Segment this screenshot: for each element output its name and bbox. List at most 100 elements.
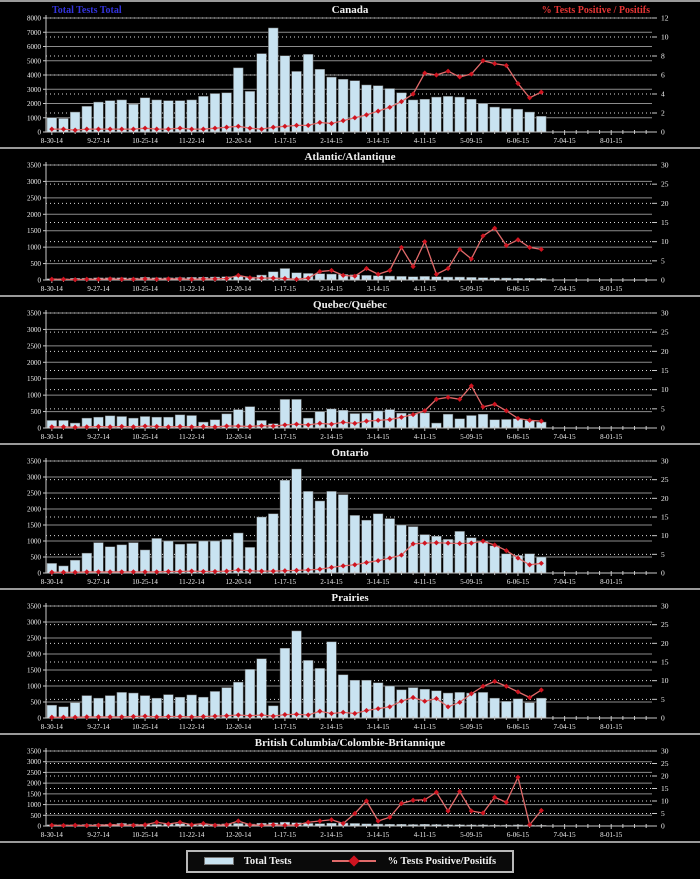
svg-text:3000: 3000	[27, 178, 42, 186]
svg-text:20: 20	[661, 347, 669, 356]
svg-text:0: 0	[661, 569, 665, 578]
chart-panel-quebec: 0 500 1000 1500 2000 2500 3000 3500 0 5 10 15 20 25 30…	[0, 295, 700, 443]
svg-text:25: 25	[661, 328, 669, 337]
svg-text:Atlantic/Atlantique: Atlantic/Atlantique	[304, 151, 395, 163]
diamond-marker-icon	[347, 855, 360, 867]
svg-text:Prairies: Prairies	[331, 592, 369, 604]
svg-text:3-14-15: 3-14-15	[367, 137, 390, 145]
svg-text:7-04-15: 7-04-15	[554, 578, 577, 586]
svg-text:10: 10	[661, 237, 669, 246]
svg-text:2-14-15: 2-14-15	[320, 831, 343, 839]
svg-text:0: 0	[38, 129, 42, 137]
svg-text:11-22-14: 11-22-14	[179, 433, 205, 441]
svg-text:5000: 5000	[27, 57, 42, 65]
svg-text:8-01-15: 8-01-15	[600, 831, 623, 839]
svg-text:500: 500	[31, 260, 42, 268]
svg-text:4-11-15: 4-11-15	[414, 433, 436, 441]
svg-text:1500: 1500	[27, 667, 42, 675]
svg-text:3-14-15: 3-14-15	[367, 285, 390, 293]
svg-text:10: 10	[661, 797, 669, 806]
chart-legend: Total Tests % Tests Positive/Positifs	[185, 849, 515, 873]
svg-text:5: 5	[661, 809, 665, 818]
svg-text:4-11-15: 4-11-15	[414, 578, 436, 586]
svg-text:British Columbia/Colombie-Brit: British Columbia/Colombie-Britannique	[255, 737, 446, 749]
svg-text:5: 5	[661, 695, 665, 704]
svg-text:1000: 1000	[27, 392, 42, 400]
svg-text:500: 500	[31, 812, 42, 820]
svg-text:2-14-15: 2-14-15	[320, 285, 343, 293]
svg-text:12: 12	[661, 14, 669, 23]
svg-text:8-01-15: 8-01-15	[600, 433, 623, 441]
svg-text:7-04-15: 7-04-15	[554, 723, 577, 731]
svg-text:12-20-14: 12-20-14	[225, 831, 251, 839]
svg-text:9-27-14: 9-27-14	[87, 285, 110, 293]
svg-text:6-06-15: 6-06-15	[507, 831, 530, 839]
svg-text:1000: 1000	[27, 244, 42, 252]
svg-text:4-11-15: 4-11-15	[414, 137, 436, 145]
percent-positive-line-swatch	[331, 855, 376, 867]
svg-text:15: 15	[661, 218, 669, 227]
svg-text:8-01-15: 8-01-15	[600, 723, 623, 731]
svg-text:8-01-15: 8-01-15	[600, 578, 623, 586]
svg-text:12-20-14: 12-20-14	[225, 285, 251, 293]
svg-text:1000: 1000	[27, 114, 42, 122]
svg-text:15: 15	[661, 366, 669, 375]
svg-text:Canada: Canada	[332, 4, 369, 16]
svg-text:2-14-15: 2-14-15	[320, 433, 343, 441]
svg-text:1-17-15: 1-17-15	[274, 137, 297, 145]
chart-svg-canada: 0 1000 2000 3000 4000 5000 6000 7000 8000 0 2 4 6 8 10…	[27, 4, 669, 145]
legend-row: Total Tests % Tests Positive/Positifs	[0, 841, 700, 879]
svg-text:7-04-15: 7-04-15	[554, 831, 577, 839]
svg-text:Quebec/Québec: Quebec/Québec	[313, 299, 387, 311]
svg-text:3000: 3000	[27, 619, 42, 627]
svg-text:5-09-15: 5-09-15	[460, 831, 483, 839]
svg-text:3500: 3500	[27, 748, 42, 756]
svg-text:500: 500	[31, 699, 42, 707]
svg-text:5: 5	[661, 404, 665, 413]
svg-text:9-27-14: 9-27-14	[87, 137, 110, 145]
svg-text:10-25-14: 10-25-14	[132, 578, 158, 586]
svg-text:11-22-14: 11-22-14	[179, 831, 205, 839]
svg-text:8000: 8000	[27, 15, 42, 23]
svg-text:7000: 7000	[27, 29, 42, 37]
svg-text:5-09-15: 5-09-15	[460, 137, 483, 145]
svg-text:5-09-15: 5-09-15	[460, 433, 483, 441]
svg-text:4-11-15: 4-11-15	[414, 723, 436, 731]
svg-text:30: 30	[661, 747, 669, 756]
svg-text:5: 5	[661, 256, 665, 265]
svg-text:0: 0	[661, 276, 665, 285]
svg-text:9-27-14: 9-27-14	[87, 578, 110, 586]
svg-text:1-17-15: 1-17-15	[274, 433, 297, 441]
svg-text:0: 0	[38, 277, 42, 285]
svg-text:10: 10	[661, 385, 669, 394]
svg-text:15: 15	[661, 513, 669, 522]
svg-text:20: 20	[661, 494, 669, 503]
svg-text:0: 0	[661, 714, 665, 723]
svg-text:0: 0	[38, 570, 42, 578]
svg-text:30: 30	[661, 161, 669, 170]
svg-text:3000: 3000	[27, 758, 42, 766]
svg-text:12-20-14: 12-20-14	[225, 578, 251, 586]
svg-text:8-30-14: 8-30-14	[41, 285, 64, 293]
svg-text:12-20-14: 12-20-14	[225, 137, 251, 145]
svg-text:8-30-14: 8-30-14	[41, 578, 64, 586]
svg-text:2-14-15: 2-14-15	[320, 137, 343, 145]
svg-text:2000: 2000	[27, 100, 42, 108]
svg-text:10-25-14: 10-25-14	[132, 285, 158, 293]
legend-total-tests-label: Total Tests	[243, 855, 292, 867]
svg-text:4000: 4000	[27, 72, 42, 80]
chart-panel-ontario: 0 500 1000 1500 2000 2500 3000 3500 0 5 10 15 20 25 30…	[0, 443, 700, 588]
svg-text:1500: 1500	[27, 375, 42, 383]
svg-text:2500: 2500	[27, 194, 42, 202]
svg-text:1000: 1000	[27, 683, 42, 691]
svg-text:8: 8	[661, 52, 665, 61]
left-axis-title: Total Tests Total	[52, 5, 122, 16]
svg-text:2000: 2000	[27, 359, 42, 367]
svg-text:1-17-15: 1-17-15	[274, 831, 297, 839]
chart-panel-british-columbia: 0 500 1000 1500 2000 2500 3000 3500 0 5 10 15 20 25 30…	[0, 733, 700, 841]
svg-text:9-27-14: 9-27-14	[87, 831, 110, 839]
svg-text:5-09-15: 5-09-15	[460, 285, 483, 293]
svg-text:1-17-15: 1-17-15	[274, 723, 297, 731]
svg-text:3-14-15: 3-14-15	[367, 433, 390, 441]
